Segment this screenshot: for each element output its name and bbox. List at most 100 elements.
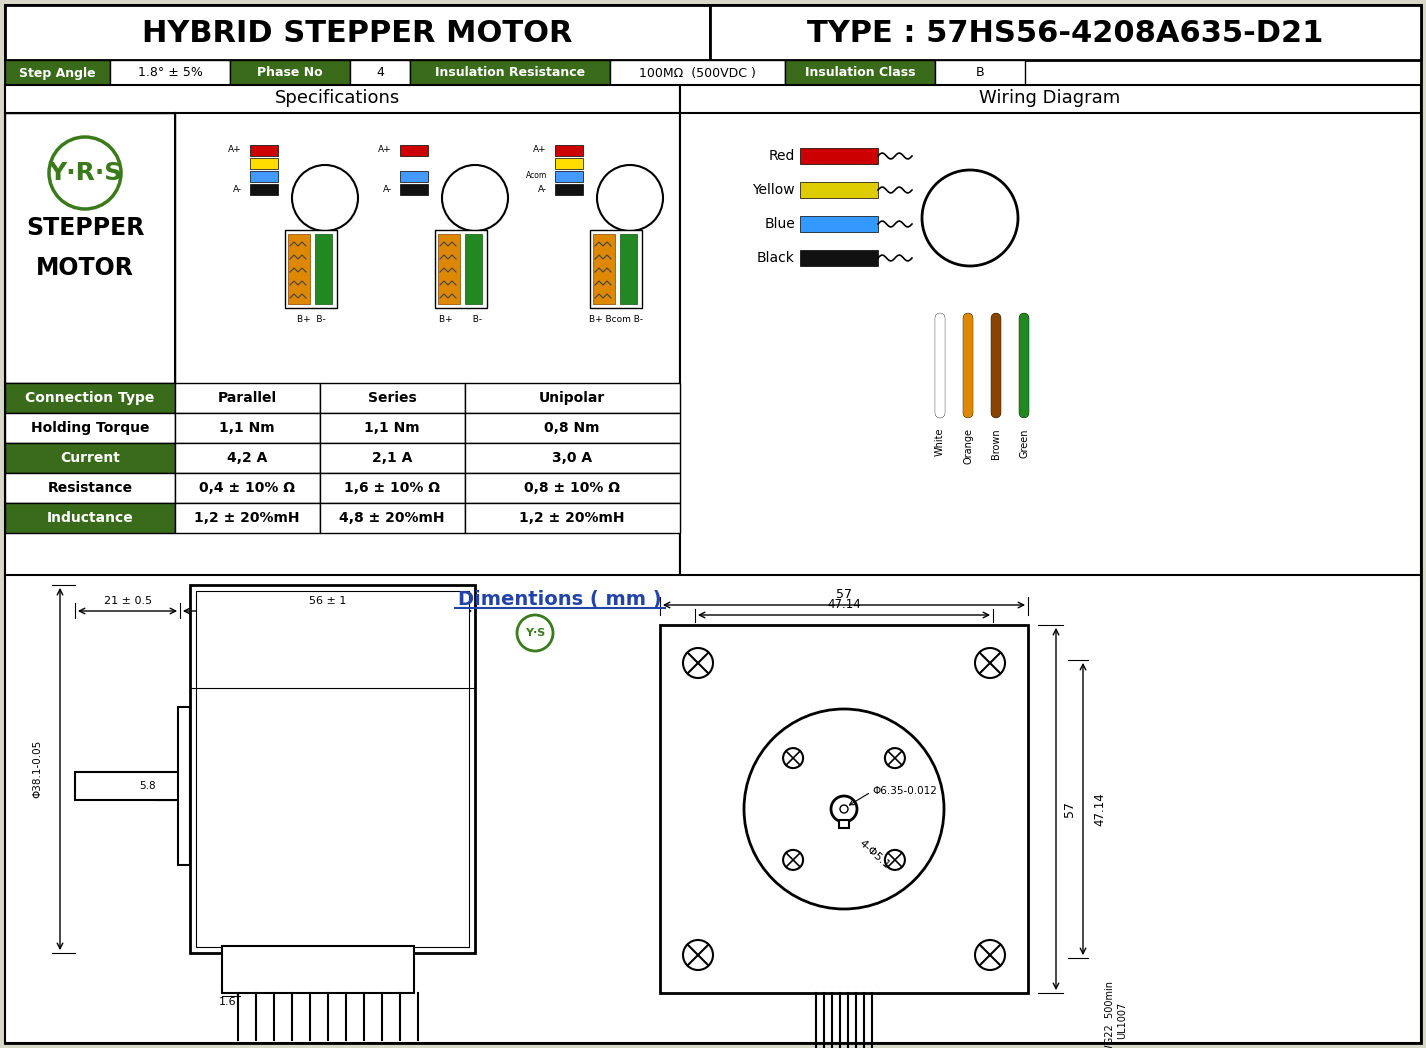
Bar [178, 707, 190, 865]
Text: Unipolar: Unipolar [539, 391, 605, 405]
Text: Φ38.1-0.05: Φ38.1-0.05 [31, 740, 41, 799]
Text: 1.6: 1.6 [220, 997, 237, 1007]
Bar [555, 184, 583, 195]
Text: Connection Type: Connection Type [26, 391, 154, 405]
Bar [610, 60, 784, 85]
Bar [222, 946, 414, 994]
Text: Acom: Acom [526, 172, 548, 180]
Text: 100MΩ  (500VDC ): 100MΩ (500VDC ) [639, 66, 756, 80]
Text: Resistance: Resistance [47, 481, 133, 495]
Bar [6, 413, 175, 443]
Text: Yellow: Yellow [753, 183, 796, 197]
Text: 47.14: 47.14 [827, 598, 861, 611]
Bar [319, 413, 465, 443]
Bar [800, 250, 878, 266]
Text: 0,4 ± 10% Ω: 0,4 ± 10% Ω [200, 481, 295, 495]
Text: Orange: Orange [963, 428, 973, 464]
Bar [250, 171, 278, 182]
Bar [175, 413, 319, 443]
Bar [465, 443, 680, 473]
Text: 5.8: 5.8 [140, 781, 157, 791]
Text: 1,2 ± 20%mH: 1,2 ± 20%mH [194, 511, 299, 525]
Bar [401, 171, 428, 182]
Bar [6, 113, 175, 383]
Bar [190, 585, 475, 953]
Bar [590, 230, 642, 308]
Text: A+: A+ [533, 146, 548, 154]
Bar [175, 383, 319, 413]
Bar [175, 503, 319, 533]
Bar [710, 5, 1420, 60]
Bar [230, 60, 349, 85]
Text: White: White [935, 428, 945, 457]
Bar [465, 473, 680, 503]
Text: 4: 4 [376, 66, 384, 80]
Bar [438, 234, 461, 304]
Text: B+       B-: B+ B- [439, 315, 482, 325]
Text: Holding Torque: Holding Torque [31, 421, 150, 435]
Text: Black: Black [757, 252, 796, 265]
Text: AWG22  500min
UL1007: AWG22 500min UL1007 [1105, 981, 1127, 1048]
Bar [784, 60, 935, 85]
Text: 21 ± 0.5: 21 ± 0.5 [104, 596, 153, 606]
Bar [411, 60, 610, 85]
Text: Y·S: Y·S [525, 628, 545, 638]
Bar [435, 230, 488, 308]
Bar [6, 503, 175, 533]
Bar [285, 230, 337, 308]
Text: B+  B-: B+ B- [297, 315, 325, 325]
Bar [838, 820, 848, 828]
Bar [76, 772, 180, 800]
Text: B+ Bcom B-: B+ Bcom B- [589, 315, 643, 325]
Text: 57: 57 [1064, 801, 1077, 817]
Text: Y·R·S: Y·R·S [48, 161, 123, 185]
Text: A+: A+ [378, 146, 392, 154]
Text: 57: 57 [836, 589, 851, 602]
Bar [555, 145, 583, 156]
Bar [175, 473, 319, 503]
Bar [250, 184, 278, 195]
Bar [401, 184, 428, 195]
Text: A-: A- [382, 185, 392, 195]
Bar [319, 443, 465, 473]
Bar [349, 60, 411, 85]
Bar [555, 158, 583, 169]
Text: 2,1 A: 2,1 A [372, 451, 412, 465]
Text: Specifications: Specifications [274, 89, 399, 107]
Bar [465, 503, 680, 533]
Text: 4,2 A: 4,2 A [227, 451, 267, 465]
Bar [250, 158, 278, 169]
Text: 1,1 Nm: 1,1 Nm [220, 421, 275, 435]
Bar [6, 5, 710, 60]
Text: Insulation Class: Insulation Class [804, 66, 915, 80]
Text: 47.14: 47.14 [1094, 792, 1107, 826]
Text: 4-Φ5.1: 4-Φ5.1 [857, 837, 891, 870]
Bar [800, 182, 878, 198]
Text: Blue: Blue [764, 217, 796, 231]
Bar [6, 575, 1420, 1043]
Bar [800, 148, 878, 163]
Bar [288, 234, 309, 304]
Text: Series: Series [368, 391, 416, 405]
Text: 3,0 A: 3,0 A [552, 451, 592, 465]
Text: MOTOR: MOTOR [36, 256, 134, 280]
Bar [680, 85, 1420, 578]
Text: 4,8 ± 20%mH: 4,8 ± 20%mH [339, 511, 445, 525]
Text: Current: Current [60, 451, 120, 465]
Bar [175, 443, 319, 473]
Bar [465, 413, 680, 443]
Text: A+: A+ [228, 146, 242, 154]
Bar [6, 473, 175, 503]
Bar [660, 625, 1028, 994]
Bar [6, 443, 175, 473]
Text: 0,8 Nm: 0,8 Nm [545, 421, 600, 435]
Text: Red: Red [769, 149, 796, 163]
Text: Parallel: Parallel [217, 391, 277, 405]
Text: B: B [975, 66, 984, 80]
Bar [250, 145, 278, 156]
Text: Insulation Resistance: Insulation Resistance [435, 66, 585, 80]
Text: Inductance: Inductance [47, 511, 134, 525]
Bar [110, 60, 230, 85]
Bar [315, 234, 332, 304]
Bar [465, 234, 482, 304]
